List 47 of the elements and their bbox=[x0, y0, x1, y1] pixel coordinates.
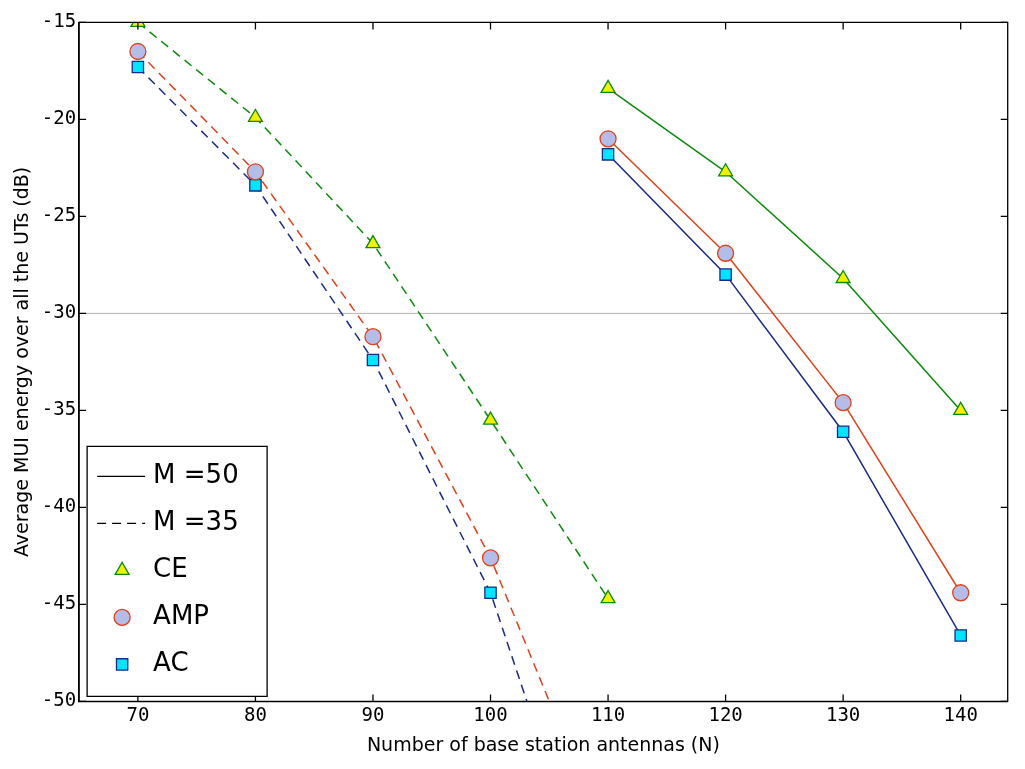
point bbox=[719, 268, 732, 281]
point bbox=[953, 401, 969, 416]
y-tick-label: -40 bbox=[41, 494, 77, 517]
legend-label: CE bbox=[153, 553, 188, 584]
legend-label: M =50 bbox=[153, 459, 239, 490]
point bbox=[718, 163, 734, 177]
y-tick-label: -25 bbox=[41, 203, 77, 226]
legend-label: AMP bbox=[153, 600, 210, 631]
point bbox=[129, 42, 147, 61]
point bbox=[481, 549, 500, 567]
point bbox=[954, 629, 967, 642]
point bbox=[835, 269, 851, 284]
point bbox=[952, 584, 970, 602]
point bbox=[834, 393, 852, 412]
point bbox=[247, 108, 264, 123]
x-tick-label: 140 bbox=[943, 702, 978, 725]
point bbox=[601, 148, 615, 161]
y-tick-label: -20 bbox=[41, 106, 77, 129]
y-tick-label: -35 bbox=[41, 397, 77, 420]
point bbox=[365, 234, 381, 249]
point bbox=[364, 328, 382, 346]
y-axis-title: Average MUI energy over all the UTs (dB) bbox=[10, 166, 33, 558]
y-tick-label: -50 bbox=[41, 688, 77, 711]
y-tick-label: -45 bbox=[41, 591, 77, 614]
x-tick-label: 80 bbox=[243, 702, 267, 725]
point bbox=[716, 244, 735, 262]
x-tick-label: 120 bbox=[708, 702, 743, 725]
x-axis-title: Number of base station antennas (N) bbox=[366, 732, 720, 755]
x-tick-label: 130 bbox=[825, 702, 861, 725]
point bbox=[246, 163, 265, 181]
point bbox=[482, 411, 499, 425]
point bbox=[484, 586, 497, 600]
y-tick-label: -30 bbox=[41, 300, 77, 323]
point bbox=[131, 60, 145, 74]
point bbox=[836, 425, 850, 439]
x-tick-label: 70 bbox=[126, 702, 150, 725]
y-tick-label: -15 bbox=[41, 9, 77, 32]
point bbox=[599, 130, 617, 148]
x-tick-label: 90 bbox=[361, 702, 385, 725]
point bbox=[249, 179, 262, 192]
point bbox=[600, 589, 616, 604]
x-tick-label: 100 bbox=[473, 702, 508, 725]
legend-label: AC bbox=[153, 647, 189, 678]
x-tick-label: 110 bbox=[590, 702, 626, 725]
point bbox=[366, 353, 380, 367]
point bbox=[600, 79, 616, 94]
legend-label: M =35 bbox=[153, 506, 239, 537]
